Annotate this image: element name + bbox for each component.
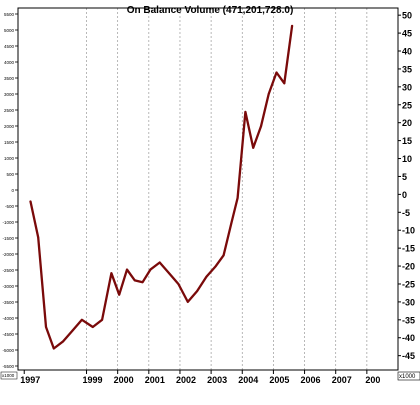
chart-title: On Balance Volume (471,201,728.0) — [127, 5, 294, 16]
series-point — [118, 293, 121, 296]
series-point — [52, 347, 55, 350]
series-point — [196, 290, 198, 293]
y-left-tick-label: 3000 — [4, 92, 15, 97]
unit-right-label: x1000 — [399, 374, 416, 380]
y-right-tick-label: -35 — [402, 315, 415, 325]
y-left-tick-label: -5500 — [2, 364, 14, 369]
y-left-tick-label: -5000 — [2, 348, 14, 353]
y-left-tick-label: 5000 — [4, 28, 15, 33]
series-point — [283, 82, 286, 85]
x-tick-label: 200 — [365, 375, 380, 385]
y-right-tick-label: -40 — [402, 333, 415, 343]
x-tick-label: 1999 — [83, 375, 103, 385]
y-left-tick-label: 2000 — [4, 124, 15, 129]
series-point — [222, 254, 225, 257]
y-right-tick-label: 35 — [402, 64, 412, 74]
y-left-tick-label: -500 — [5, 204, 15, 209]
series-layer — [29, 24, 294, 350]
series-point — [80, 318, 83, 321]
y-left-tick-label: 4500 — [4, 44, 15, 49]
series-point — [275, 71, 278, 74]
series-point — [101, 318, 103, 321]
series-point — [236, 197, 239, 199]
y-right-tick-label: 0 — [402, 190, 407, 200]
x-tick-label: 2000 — [114, 375, 134, 385]
y-left-tick-label: 2500 — [4, 108, 15, 113]
x-tick-label: 2006 — [301, 375, 321, 385]
y-right-tick-label: 10 — [402, 154, 412, 164]
y-right-tick-label: 40 — [402, 47, 412, 57]
y-left-tick-label: -1500 — [2, 236, 14, 241]
y-left-tick-label: -4500 — [2, 332, 14, 337]
y-left-tick-label: 500 — [6, 172, 14, 177]
y-left-tick-label: 1000 — [4, 156, 15, 161]
y-right-tick-label: -25 — [402, 279, 415, 289]
series-point — [133, 279, 136, 282]
y-left-tick-label: -4000 — [2, 316, 14, 321]
y-right-tick-label: -10 — [402, 226, 415, 236]
series-point — [244, 111, 247, 113]
y-right-tick-label: -5 — [402, 208, 410, 218]
y-right-tick-label: 15 — [402, 136, 412, 146]
y-right-tick-label: 50 — [402, 11, 412, 21]
series-point — [291, 25, 293, 27]
y-left-tick-label: 0 — [11, 188, 14, 193]
y-right-tick-label: 20 — [402, 118, 412, 128]
y-left-tick-label: -3500 — [2, 300, 14, 305]
y-left-tick-label: 5500 — [4, 12, 15, 17]
series-line — [29, 24, 294, 350]
y-right-tick-label: -30 — [402, 297, 415, 307]
series-point — [205, 275, 208, 278]
series-point — [91, 326, 94, 328]
series-point — [110, 272, 113, 275]
y-right-tick-label: -20 — [402, 262, 415, 272]
series-point — [252, 146, 255, 149]
series-point — [186, 301, 189, 303]
series-point — [62, 340, 65, 343]
y-right-tick-label: -15 — [402, 244, 415, 254]
series-point — [267, 93, 270, 95]
series-point — [126, 268, 128, 271]
y-right-tick-label: 30 — [402, 82, 412, 92]
x-tick-label: 2004 — [238, 375, 258, 385]
y-right-tick-label: 5 — [402, 172, 407, 182]
axis-layer: 1997 1999 2000 2001 2002 2003 2004 2005 2006 2007… — [0, 7, 420, 385]
series-point — [168, 272, 170, 275]
series-point — [149, 268, 152, 271]
y-left-tick-label: 1500 — [4, 140, 15, 145]
y-left-tick-label: 3500 — [4, 76, 15, 81]
series-point — [230, 222, 233, 224]
series-point — [177, 283, 180, 285]
grid-layer — [86, 8, 368, 370]
x-tick-label: 2007 — [332, 375, 352, 385]
series-point — [141, 281, 144, 284]
unit-right-box — [397, 371, 420, 381]
x-tick-label: 1997 — [20, 375, 40, 385]
x-tick-label: 2002 — [176, 375, 196, 385]
series-point — [71, 329, 74, 332]
series-point — [214, 265, 217, 267]
y-right-tick-label: -45 — [402, 351, 415, 361]
x-tick-label: 2005 — [269, 375, 289, 385]
series-point — [158, 261, 161, 264]
series-point — [260, 125, 262, 128]
y-left-tick-label: -2000 — [2, 252, 14, 257]
unit-left-box — [0, 371, 18, 380]
y-left-tick-label: -3000 — [2, 284, 14, 289]
y-right-tick-label: 45 — [402, 29, 412, 39]
series-point — [45, 326, 47, 328]
series-point — [29, 200, 32, 203]
y-left-tick-label: -1000 — [2, 220, 14, 225]
plot-frame — [17, 7, 399, 371]
unit-left-label: x1000 — [2, 373, 15, 378]
y-left-tick-label: -2500 — [2, 268, 14, 273]
x-tick-label: 2003 — [207, 375, 227, 385]
series-point — [37, 236, 40, 239]
y-right-tick-label: 25 — [402, 100, 412, 110]
x-tick-label: 2001 — [145, 375, 165, 385]
y-left-tick-label: 4000 — [4, 60, 15, 65]
